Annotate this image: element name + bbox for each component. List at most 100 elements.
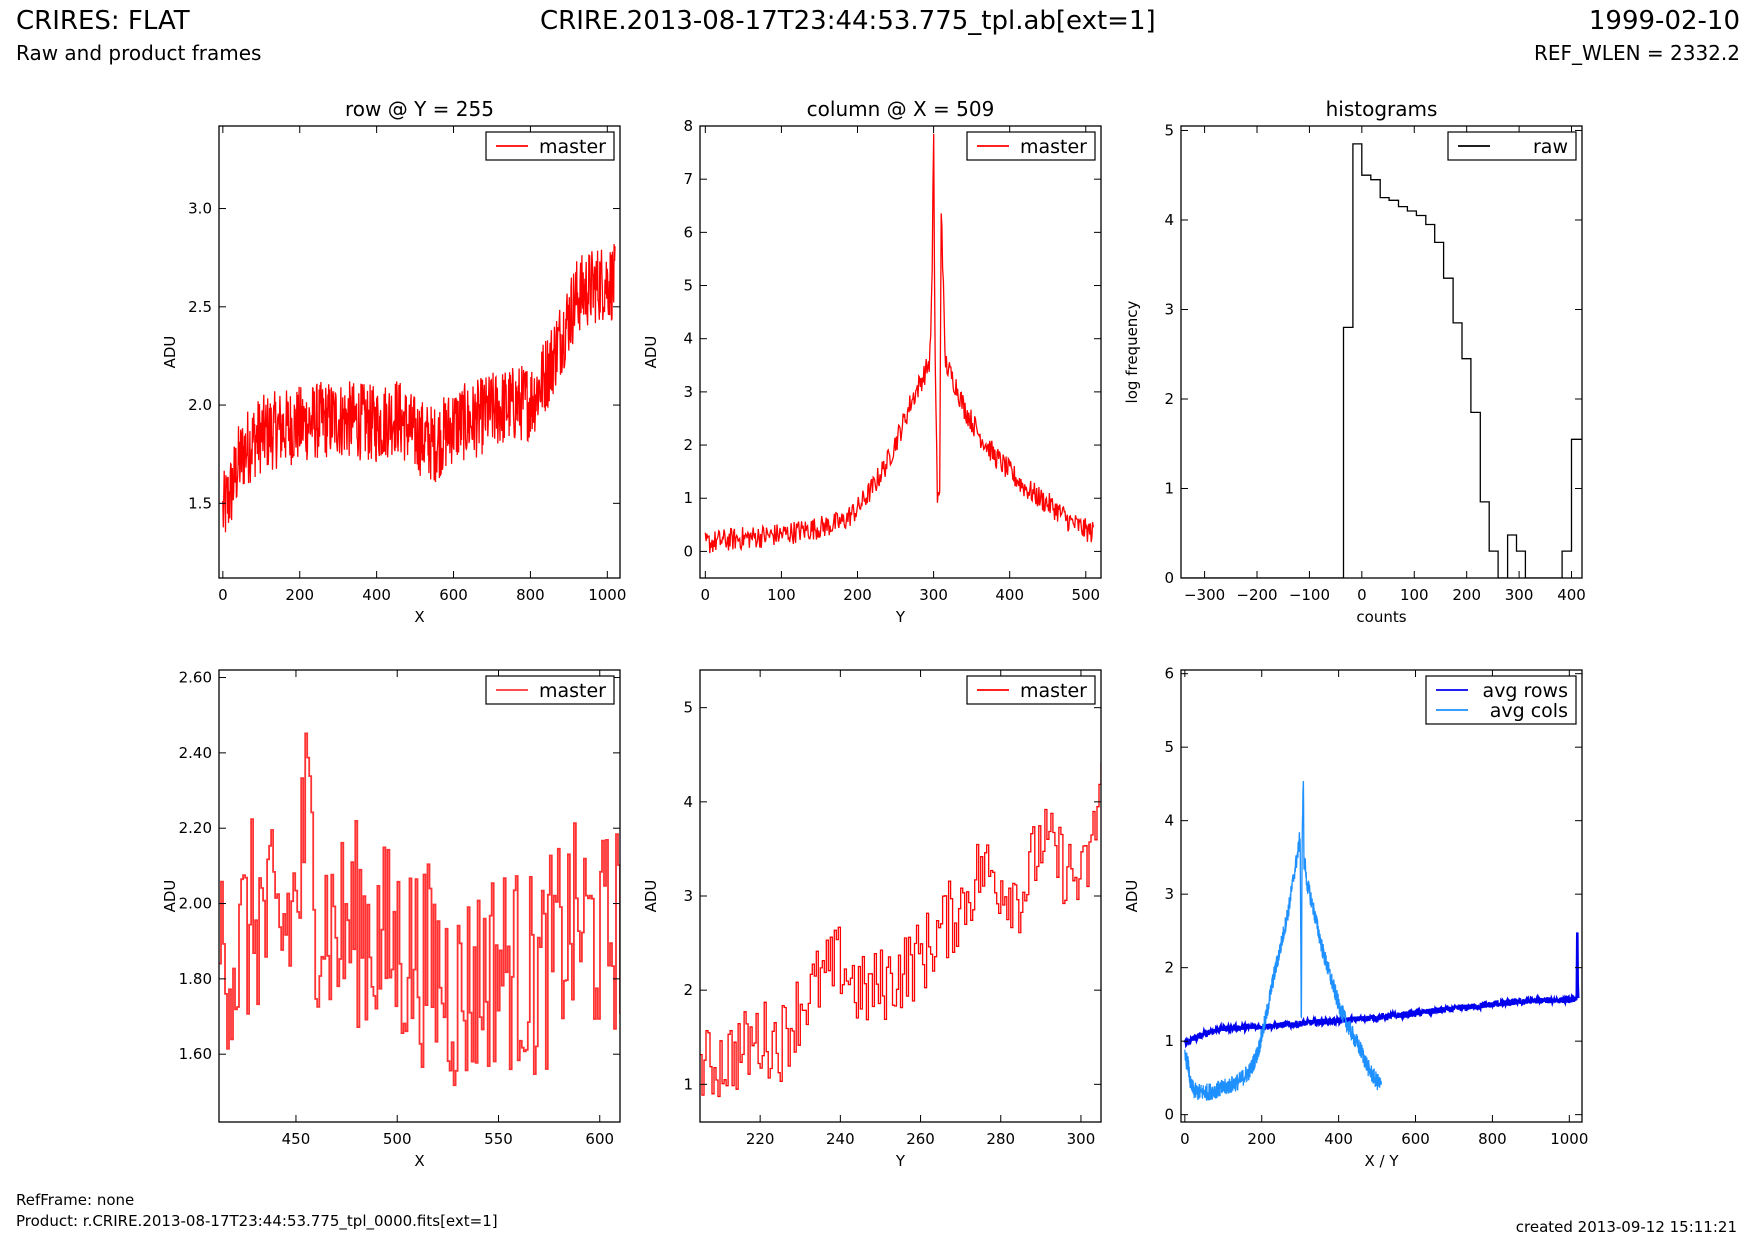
- x-tick-label: 500: [1071, 586, 1100, 604]
- chart-2: 0 100 200 300 400 500 0 1 2 3 4 5 6 7 8 column @ X = 50…: [642, 97, 1102, 626]
- x-tick-label: 200: [285, 586, 314, 604]
- series-line-raw: [1181, 143, 1582, 578]
- chart-title: histograms: [1326, 97, 1438, 121]
- x-tick-label: 280: [986, 1130, 1015, 1148]
- y-axis-label: ADU: [1123, 880, 1141, 913]
- series-line-avg-cols: [1184, 780, 1382, 1101]
- y-tick-label: 0: [1164, 569, 1174, 587]
- y-tick-label: 3: [1164, 885, 1174, 903]
- x-axis-label: X / Y: [1364, 1152, 1399, 1170]
- y-tick-label: 6: [1164, 665, 1174, 683]
- y-axis-label: ADU: [161, 336, 179, 369]
- y-tick-label: 3: [683, 383, 693, 401]
- x-axis-label: X: [414, 608, 424, 626]
- x-tick-label: 220: [746, 1130, 775, 1148]
- legend-entry: raw: [1533, 136, 1568, 158]
- x-axis-label: Y: [895, 608, 906, 626]
- y-tick-label: 1.5: [188, 494, 212, 512]
- plot-frame: [1180, 669, 1583, 1123]
- legend-box: [1447, 131, 1577, 161]
- x-tick-label: 800: [1478, 1130, 1507, 1148]
- legend: master: [485, 675, 615, 705]
- y-tick-label: 1.60: [179, 1045, 212, 1063]
- legend: raw: [1447, 131, 1577, 161]
- legend-entry: master: [1020, 136, 1087, 158]
- x-tick-label: 550: [484, 1130, 513, 1148]
- series-line-master: [700, 762, 1101, 1098]
- x-tick-label: 240: [826, 1130, 855, 1148]
- legend-entry: master: [539, 680, 606, 702]
- x-tick-label: 450: [282, 1130, 311, 1148]
- page-title: CRIRES: FLAT: [16, 6, 190, 36]
- legend: master: [485, 131, 615, 161]
- y-tick-label: 1.80: [179, 970, 212, 988]
- y-tick-label: 5: [683, 699, 693, 717]
- x-tick-label: 300: [919, 586, 948, 604]
- created-label: created 2013-09-12 15:11:21: [1515, 1218, 1737, 1236]
- y-tick-label: 3: [1164, 300, 1174, 318]
- product-label: Product: r.CRIRE.2013-08-17T23:44:53.775…: [16, 1212, 498, 1230]
- chart-6: 0 200 400 600 800 1000 0 1 2 3 4 5 6 X / Y ADU avg rows…: [1123, 665, 1588, 1170]
- y-tick-label: 1: [1164, 479, 1174, 497]
- series-line-master: [222, 243, 616, 533]
- x-tick-label: 300: [1067, 1130, 1096, 1148]
- y-tick-label: 5: [1164, 738, 1174, 756]
- refframe-label: RefFrame: none: [16, 1191, 135, 1209]
- plot-frame: [1180, 125, 1583, 579]
- x-tick-label: 0: [1180, 1130, 1190, 1148]
- x-tick-label: 800: [516, 586, 545, 604]
- plot-frame: [218, 669, 621, 1123]
- y-tick-label: 7: [683, 170, 693, 188]
- y-tick-label: 2.60: [179, 669, 212, 687]
- y-tick-label: 1: [683, 1075, 693, 1093]
- chart-1: 0 200 400 600 800 1000 1.5 2.0 2.5 3.0 row @ Y = 2…: [161, 97, 626, 626]
- chart-4: 450 500 550 600 1.60 1.80 2.00 2.20 2.40 2.60 X ADU…: [161, 669, 621, 1170]
- y-tick-label: 2.00: [179, 895, 212, 913]
- x-tick-label: 500: [383, 1130, 412, 1148]
- y-axis-label: ADU: [642, 880, 660, 913]
- x-tick-label: 300: [1505, 586, 1534, 604]
- plot-frame: [699, 125, 1102, 579]
- x-tick-label: 100: [1400, 586, 1429, 604]
- x-tick-label: 100: [767, 586, 796, 604]
- x-tick-label: 0: [1357, 586, 1367, 604]
- y-tick-label: 8: [683, 117, 693, 135]
- y-tick-label: 3.0: [188, 200, 212, 218]
- legend-entry: master: [1020, 680, 1087, 702]
- chart-title: row @ Y = 255: [345, 97, 494, 121]
- series-line-avg-rows: [1183, 932, 1580, 1049]
- x-tick-label: 600: [1401, 1130, 1430, 1148]
- y-tick-label: 5: [683, 277, 693, 295]
- plot-frame: [218, 125, 621, 579]
- legend: master: [966, 675, 1096, 705]
- y-tick-label: 2.40: [179, 744, 212, 762]
- x-axis-label: Y: [895, 1152, 906, 1170]
- y-tick-label: 2: [683, 981, 693, 999]
- series-line-master: [219, 732, 620, 1087]
- date-label: 1999-02-10: [1588, 6, 1740, 36]
- plot-frame: [699, 669, 1102, 1123]
- chart-5: 220 240 260 280 300 1 2 3 4 5 Y ADU master: [642, 669, 1102, 1170]
- y-tick-label: 1: [1164, 1032, 1174, 1050]
- y-tick-label: 2.5: [188, 298, 212, 316]
- x-tick-label: 400: [995, 586, 1024, 604]
- page-subtitle: Raw and product frames: [16, 41, 262, 65]
- legend-entry: avg rows: [1483, 680, 1568, 702]
- x-axis-label: counts: [1356, 608, 1406, 626]
- x-tick-label: 0: [701, 586, 711, 604]
- x-tick-label: 400: [362, 586, 391, 604]
- x-tick-label: 1000: [1550, 1130, 1588, 1148]
- x-tick-label: 200: [843, 586, 872, 604]
- series-line-master: [704, 133, 1095, 554]
- x-tick-label: 0: [218, 586, 228, 604]
- y-tick-label: 2: [1164, 959, 1174, 977]
- y-tick-label: 3: [683, 887, 693, 905]
- x-tick-label: 600: [585, 1130, 614, 1148]
- x-tick-label: −300: [1184, 586, 1225, 604]
- y-tick-label: 0: [1164, 1106, 1174, 1124]
- y-tick-label: 4: [683, 793, 693, 811]
- y-tick-label: 6: [683, 223, 693, 241]
- ref-wlen-label: REF_WLEN = 2332.2: [1533, 41, 1740, 65]
- x-tick-label: 400: [1557, 586, 1586, 604]
